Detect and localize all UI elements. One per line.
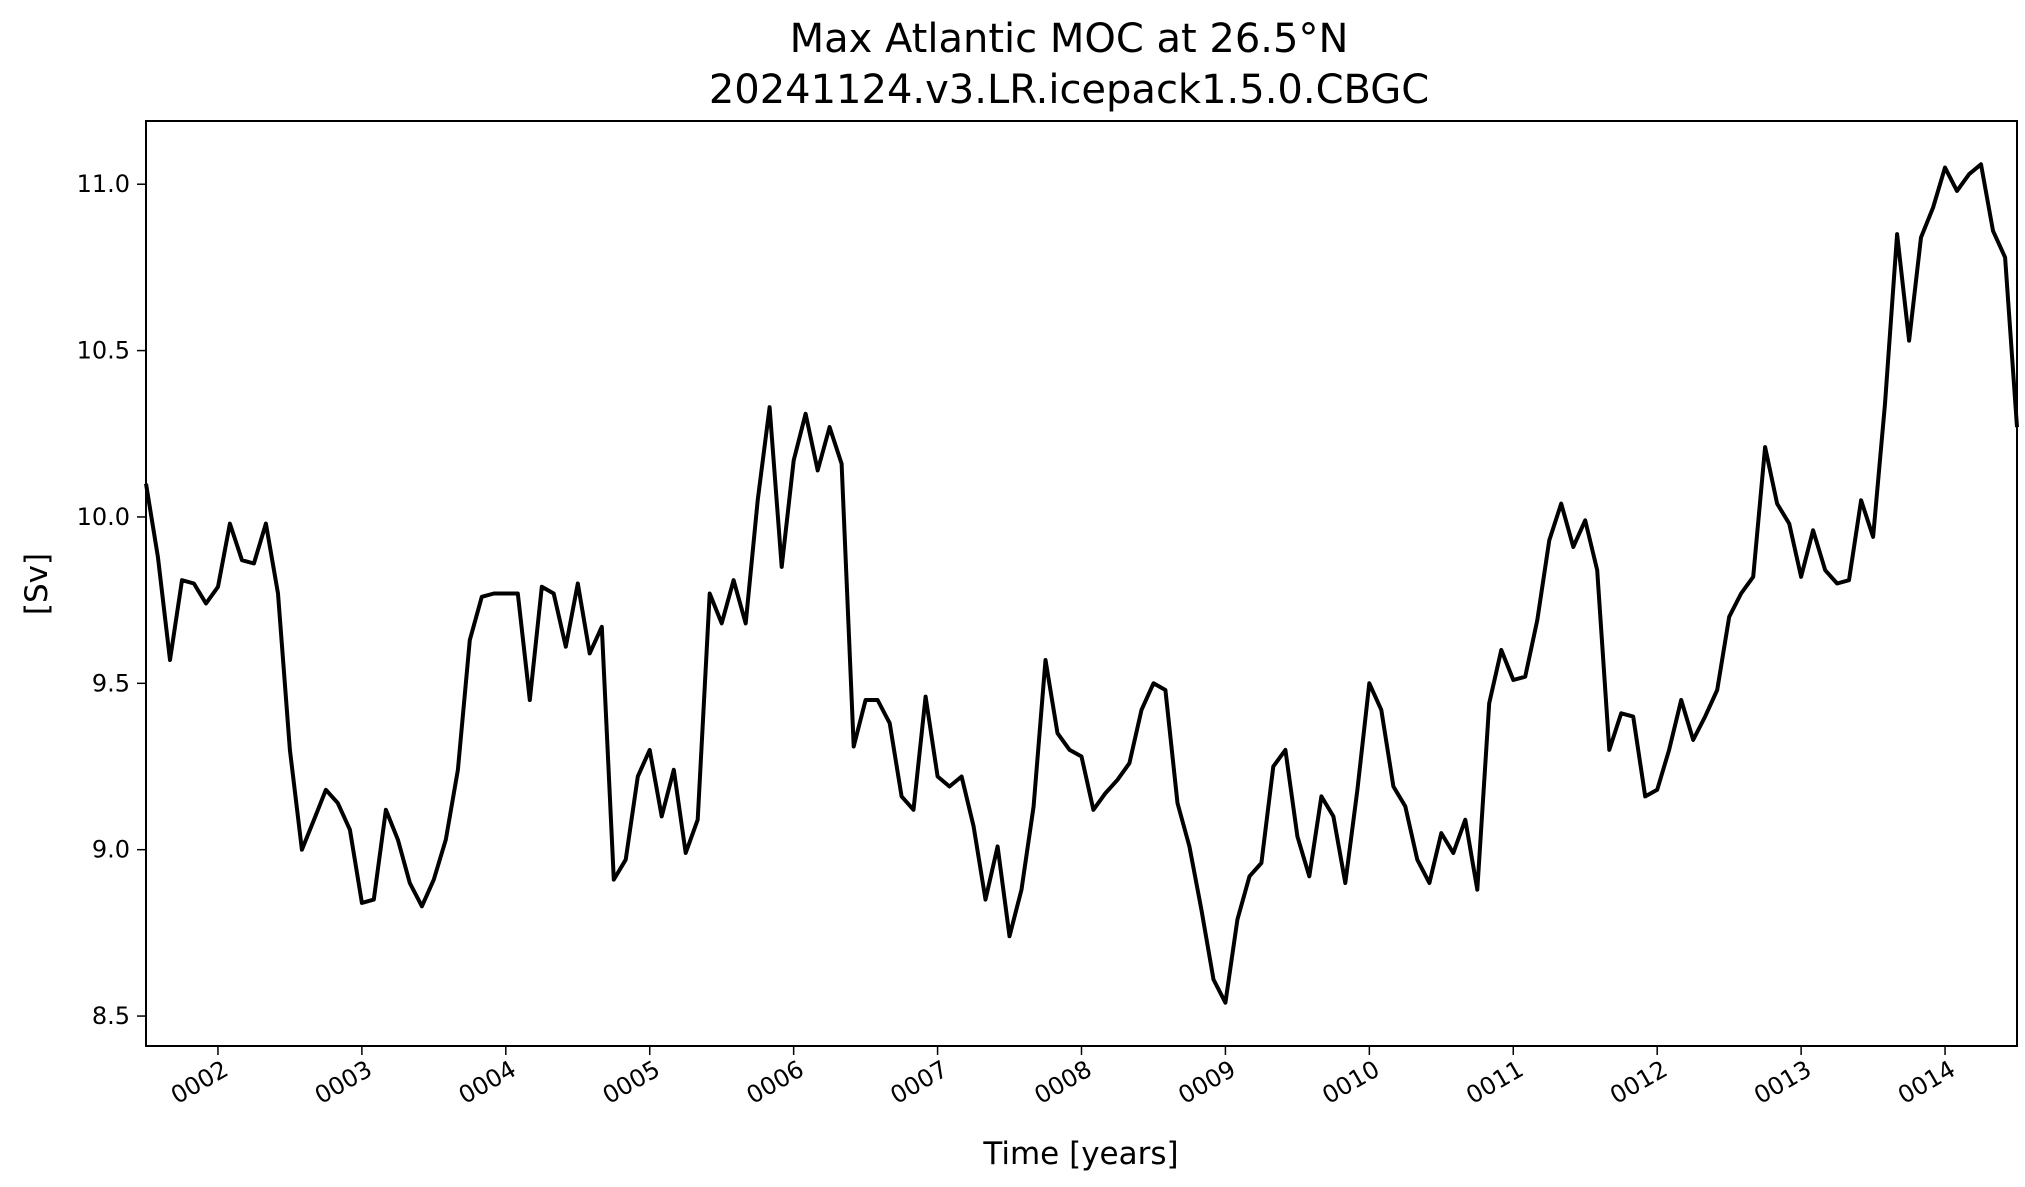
y-tick-label: 10.0 [77, 503, 130, 531]
y-tick-label: 11.0 [77, 170, 130, 198]
y-tick-label: 10.5 [77, 337, 130, 365]
y-tick-label: 9.5 [92, 669, 130, 697]
x-tick-label: 0011 [1461, 1055, 1528, 1110]
x-tick-label: 0006 [742, 1055, 809, 1110]
x-tick-label: 0004 [454, 1055, 521, 1110]
y-axis: 8.5 9.0 9.5 10.0 10.5 11.0 [77, 170, 146, 1030]
x-axis: 0002 0003 0004 0005 0006 0007 0008 0009 0010 0011… [166, 1046, 1960, 1110]
x-tick-label: 0014 [1893, 1055, 1960, 1110]
x-tick-label: 0002 [166, 1055, 233, 1110]
x-tick-label: 0005 [598, 1055, 665, 1110]
x-tick-label: 0007 [886, 1055, 953, 1110]
y-tick-label: 9.0 [92, 836, 130, 864]
x-tick-label: 0009 [1174, 1055, 1241, 1110]
x-axis-label: Time [years] [982, 1136, 1178, 1172]
y-axis-label: [Sv] [19, 553, 55, 615]
x-tick-label: 0003 [310, 1055, 377, 1110]
y-tick-label: 8.5 [92, 1002, 130, 1030]
plot-frame [145, 120, 2018, 1047]
chart-title: Max Atlantic MOC at 26.5°N [790, 16, 1349, 62]
series-line [144, 162, 2019, 1005]
x-tick-label: 0012 [1605, 1055, 1672, 1110]
plot-area [144, 162, 2019, 1005]
x-tick-label: 0008 [1030, 1055, 1097, 1110]
x-tick-label: 0010 [1317, 1055, 1384, 1110]
x-tick-label: 0013 [1749, 1055, 1816, 1110]
chart-subtitle: 20241124.v3.LR.icepack1.5.0.CBGC [709, 67, 1429, 113]
